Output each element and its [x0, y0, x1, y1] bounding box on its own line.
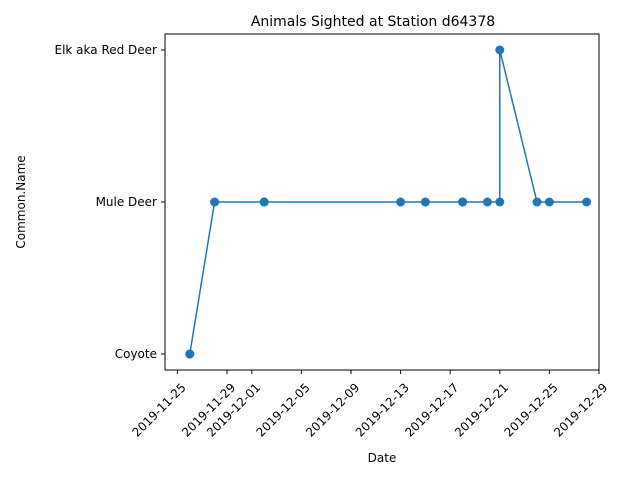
- y-tick-label: Coyote: [115, 347, 157, 361]
- x-axis-label: Date: [368, 451, 397, 465]
- data-point: [210, 197, 220, 207]
- y-axis: Coyote Mule Deer Elk aka Red Deer: [55, 43, 165, 361]
- data-point: [420, 197, 430, 207]
- y-tick-label: Elk aka Red Deer: [55, 43, 158, 57]
- data-point: [544, 197, 554, 207]
- data-point: [396, 197, 406, 207]
- data-point: [458, 197, 468, 207]
- y-tick-label: Mule Deer: [96, 195, 157, 209]
- data-point: [259, 197, 269, 207]
- data-point: [532, 197, 542, 207]
- data-point: [495, 45, 505, 55]
- plot-area: [185, 45, 592, 359]
- chart-title: Animals Sighted at Station d64378: [251, 14, 495, 30]
- data-point: [185, 349, 195, 359]
- data-point: [495, 197, 505, 207]
- data-point: [582, 197, 592, 207]
- y-axis-label: Common.Name: [14, 155, 28, 248]
- data-point: [482, 197, 492, 207]
